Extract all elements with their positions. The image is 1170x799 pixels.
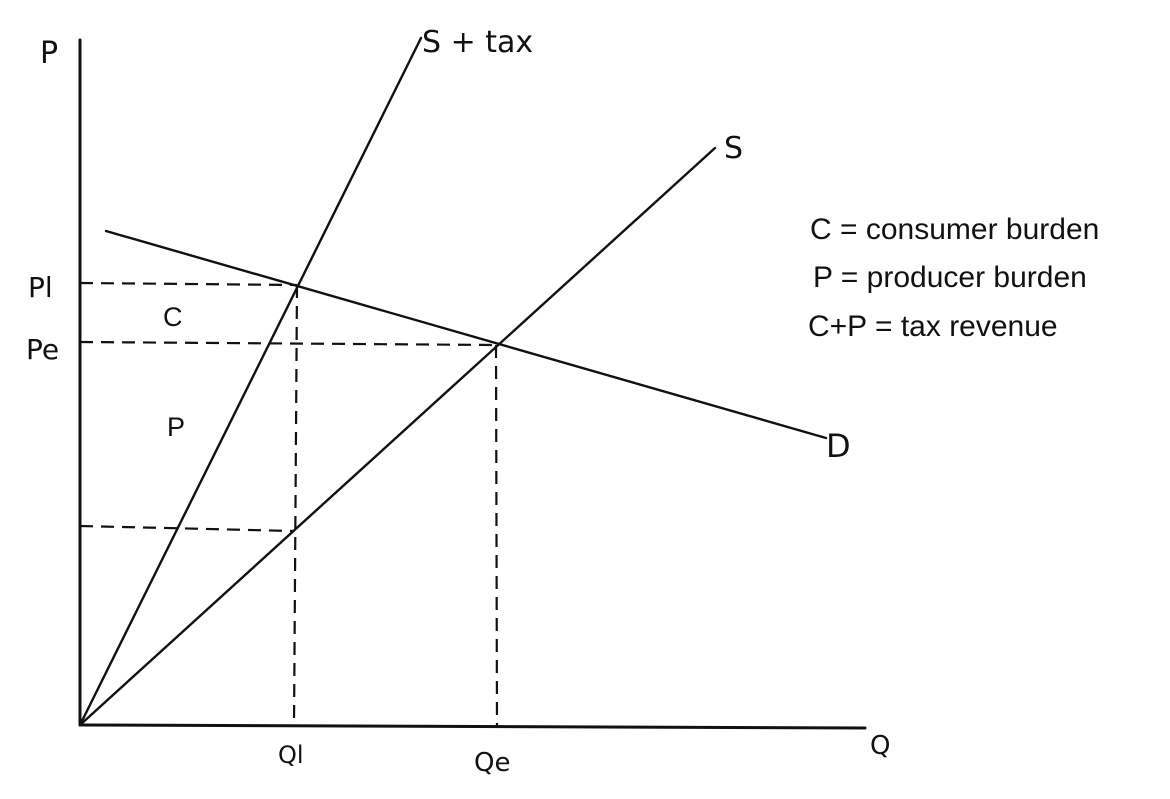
supply-label: S <box>724 131 743 166</box>
legend-producer-burden: P = producer burden <box>813 261 1087 294</box>
demand-label: D <box>826 427 851 465</box>
q1-quantity-guide <box>292 284 299 727</box>
qe-quantity-guide <box>494 344 499 728</box>
producer-burden-region-label: P <box>167 412 185 442</box>
supply-curve <box>78 146 717 727</box>
qe-tick-label: Qe <box>474 748 510 778</box>
supply-plus-tax-label: S + tax <box>422 25 533 60</box>
pe-price-guide <box>79 340 497 347</box>
p1-tick-label: Pl <box>28 271 53 304</box>
consumer-burden-region-label: C <box>163 302 183 332</box>
producer-price-guide <box>79 524 295 533</box>
legend-tax-revenue: C+P = tax revenue <box>808 310 1058 343</box>
p1-price-guide <box>79 281 298 287</box>
x-axis <box>78 723 867 730</box>
supply-plus-tax-curve <box>78 36 423 727</box>
legend-consumer-burden: C = consumer burden <box>810 213 1099 246</box>
pe-tick-label: Pe <box>26 333 59 366</box>
q1-tick-label: Ql <box>278 741 304 769</box>
x-axis-label: Q <box>870 731 890 761</box>
legend: C = consumer burden P = producer burden … <box>808 213 1099 343</box>
y-axis-label: P <box>40 36 58 71</box>
demand-curve <box>104 229 828 440</box>
